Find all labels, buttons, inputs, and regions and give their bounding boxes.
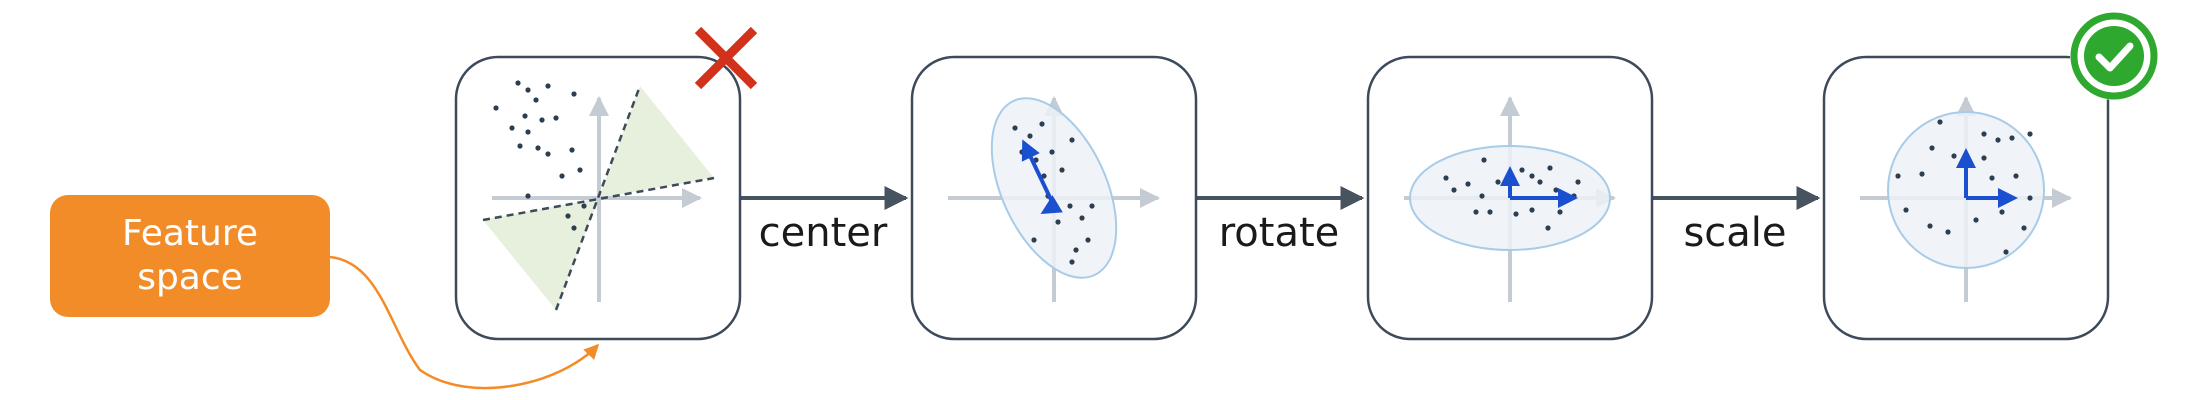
step-label-rotate: rotate bbox=[1189, 210, 1369, 256]
panel-raw-data bbox=[456, 57, 740, 339]
step-label-scale: scale bbox=[1645, 210, 1825, 256]
check-icon bbox=[2070, 12, 2158, 100]
feature-space-box: Feature space bbox=[50, 195, 330, 317]
panel-centered bbox=[912, 57, 1196, 339]
feature-space-label: Feature space bbox=[122, 212, 258, 300]
panel-scaled bbox=[1824, 57, 2108, 339]
panel-rotated bbox=[1368, 57, 1652, 339]
step-label-center: center bbox=[733, 210, 913, 256]
